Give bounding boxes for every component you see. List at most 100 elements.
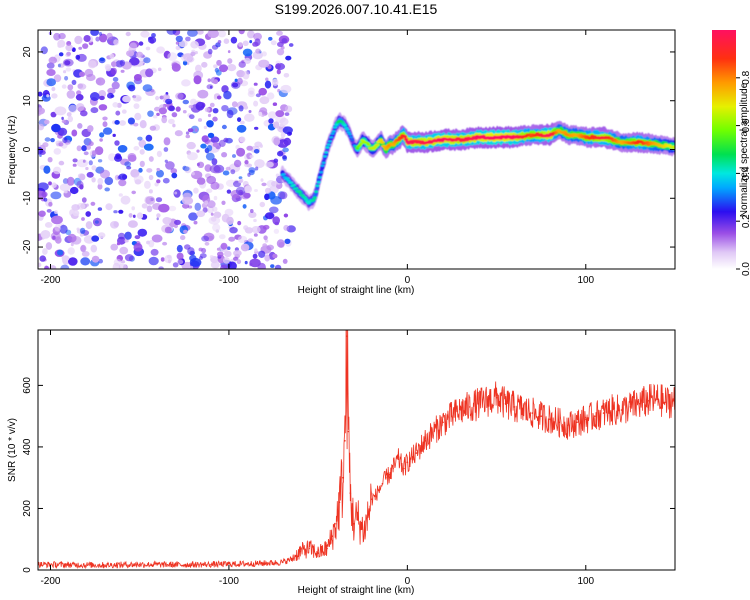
noise-blob — [148, 174, 154, 181]
noise-blob — [237, 77, 243, 85]
noise-blob — [80, 245, 86, 252]
noise-blob — [248, 110, 252, 113]
noise-blob — [97, 207, 103, 211]
noise-blob — [38, 123, 44, 131]
snr-point — [593, 415, 596, 418]
noise-blob — [68, 257, 78, 266]
noise-blob — [72, 210, 80, 217]
noise-blob — [202, 194, 211, 204]
noise-blob — [83, 151, 89, 156]
ridge-sample — [403, 137, 409, 141]
noise-blob — [226, 216, 234, 225]
noise-blob — [163, 137, 171, 146]
noise-blob — [114, 140, 120, 146]
noise-blob — [236, 259, 242, 265]
noise-blob — [127, 117, 135, 125]
noise-blob — [69, 186, 79, 195]
noise-blob — [254, 126, 259, 130]
noise-blob — [118, 209, 124, 214]
noise-blob — [156, 150, 162, 158]
noise-blob — [176, 244, 183, 253]
snr-point — [335, 523, 337, 525]
noise-blob — [227, 58, 233, 64]
snr-point — [486, 400, 489, 402]
noise-blob — [86, 171, 94, 178]
noise-blob — [114, 120, 120, 125]
noise-blob — [269, 206, 279, 214]
noise-blob — [172, 262, 179, 268]
noise-blob — [144, 180, 151, 189]
snr-point — [558, 421, 560, 424]
ridge-sample — [329, 136, 334, 139]
ridge-sample — [304, 198, 309, 201]
snr-point — [308, 547, 311, 550]
ridge-sample — [285, 177, 290, 180]
snr-point — [281, 561, 284, 564]
noise-blob — [118, 193, 123, 197]
noise-blob — [225, 166, 231, 171]
noise-blob — [275, 110, 285, 118]
noise-blob — [151, 33, 156, 38]
noise-blob — [259, 201, 266, 208]
noise-blob — [207, 30, 219, 39]
noise-blob — [146, 205, 153, 213]
noise-blob — [71, 129, 78, 137]
snr-point — [138, 563, 141, 566]
noise-blob — [212, 116, 218, 122]
snr-point — [317, 552, 319, 554]
noise-blob — [105, 203, 113, 211]
noise-blob — [252, 41, 259, 47]
spectrogram-plot-area — [38, 30, 675, 269]
ridge-sample — [330, 132, 335, 135]
noise-blob — [40, 230, 51, 239]
noise-blob — [167, 52, 178, 61]
noise-blob — [174, 191, 178, 195]
noise-blob — [124, 161, 132, 167]
noise-blob — [53, 166, 62, 175]
noise-blob — [231, 101, 238, 108]
x-tick-label: -100 — [219, 576, 239, 587]
noise-blob — [220, 264, 228, 269]
ridge-sample — [347, 133, 353, 136]
ridge-sample — [324, 151, 329, 154]
noise-blob — [244, 227, 254, 234]
noise-blob — [116, 242, 121, 246]
snr-point — [103, 564, 105, 566]
noise-blob — [80, 257, 91, 266]
noise-blob — [38, 146, 44, 155]
noise-blob — [124, 238, 129, 243]
noise-blob — [281, 38, 288, 44]
noise-blob — [194, 51, 198, 55]
noise-blob — [49, 265, 57, 269]
noise-blob — [150, 248, 159, 256]
noise-blob — [210, 136, 220, 143]
noise-blob — [239, 136, 246, 143]
noise-blob — [237, 117, 242, 122]
noise-blob — [253, 233, 258, 237]
ridge-sample — [317, 176, 323, 179]
noise-blob — [98, 104, 108, 111]
noise-blob — [156, 213, 161, 218]
noise-blob — [206, 84, 214, 90]
noise-blob — [46, 69, 56, 76]
noise-speckle — [38, 30, 296, 269]
noise-blob — [236, 147, 246, 157]
noise-blob — [193, 75, 202, 85]
noise-blob — [90, 244, 98, 253]
noise-blob — [205, 152, 215, 161]
noise-blob — [54, 210, 58, 215]
noise-blob — [51, 182, 57, 188]
noise-blob — [175, 92, 184, 100]
noise-blob — [265, 77, 269, 82]
noise-blob — [128, 213, 133, 218]
noise-blob — [131, 190, 136, 195]
ridge-sample — [391, 143, 396, 147]
noise-blob — [118, 232, 126, 240]
noise-blob — [238, 30, 245, 35]
noise-blob — [85, 166, 89, 171]
noise-blob — [47, 157, 53, 163]
noise-blob — [182, 110, 187, 114]
noise-blob — [200, 143, 207, 149]
noise-blob — [262, 243, 268, 248]
